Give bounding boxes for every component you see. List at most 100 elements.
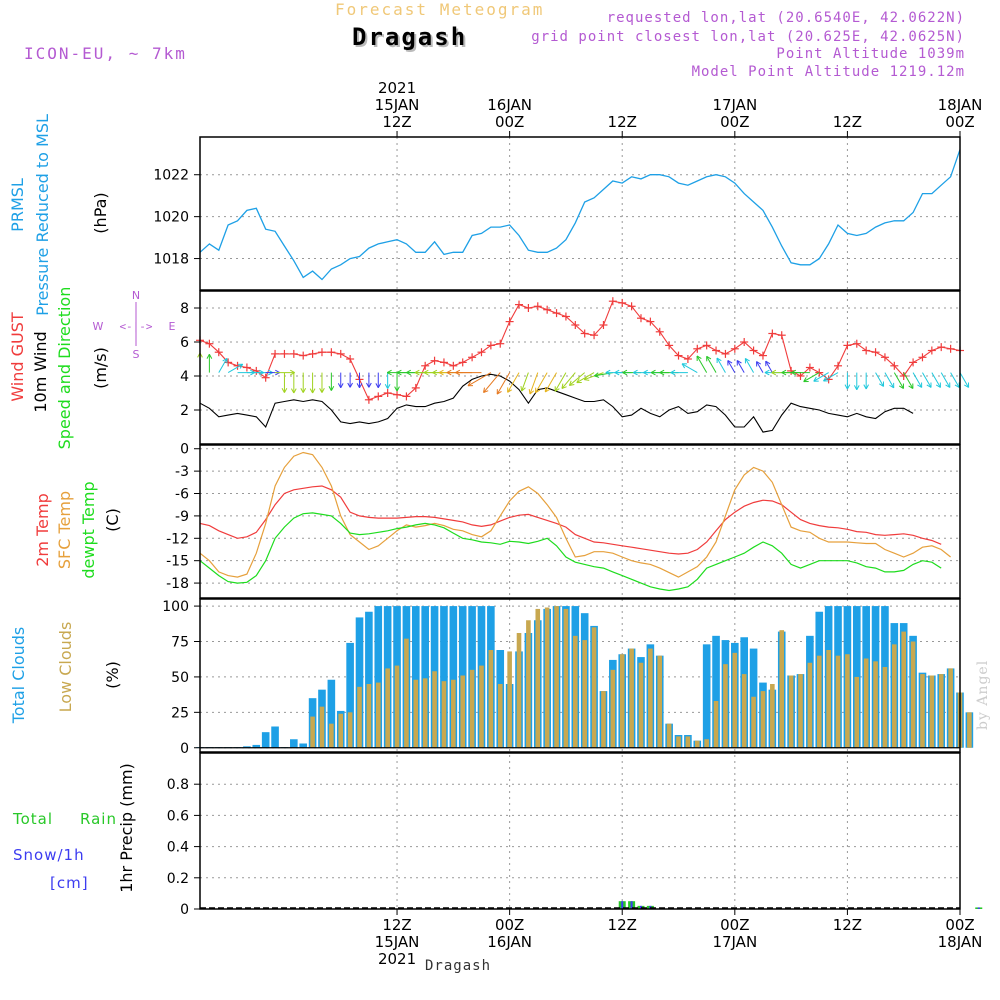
low-clouds-bar	[704, 739, 709, 748]
temp-line-2m-temp	[199, 485, 942, 555]
wind-gust-marker	[242, 363, 251, 372]
precip-snow-legend: Snow/1h	[13, 846, 85, 864]
wind-direction-arrow	[535, 372, 548, 394]
wind-ytick-label: 2	[180, 403, 189, 419]
low-clouds-bar	[591, 627, 597, 748]
temperature-ytick-label: -18	[166, 576, 189, 592]
low-clouds-bar	[366, 684, 372, 748]
clouds-ytick-label: 75	[171, 635, 189, 651]
wind-gust-marker	[374, 392, 383, 401]
wind-direction-arrow	[347, 372, 353, 388]
low-clouds-bar	[582, 640, 587, 748]
precip-ytick-label: 0.2	[167, 871, 189, 887]
wind-gust-label: Wind GUST	[8, 312, 27, 402]
wind-gust-marker	[646, 317, 655, 326]
wind-direction-arrow	[583, 372, 604, 381]
precip-frame	[199, 752, 961, 910]
wind-gust-marker	[468, 353, 477, 362]
bottom-time-label: 15JAN	[375, 933, 420, 951]
top-time-label: 00Z	[945, 113, 974, 131]
wind-gust-marker	[364, 395, 373, 404]
low-clouds-bar	[544, 607, 550, 748]
wind-gust-marker	[683, 355, 692, 363]
wind-gust-marker	[289, 349, 298, 358]
low-clouds-bar	[685, 736, 691, 748]
wind-direction-arrow	[544, 372, 557, 393]
wind-direction-arrow	[227, 363, 244, 374]
wind-gust-marker	[946, 344, 955, 353]
wind-gust-marker	[880, 353, 889, 362]
wind-gust-marker	[308, 349, 317, 358]
total-clouds-label: Total Clouds	[9, 627, 28, 725]
low-clouds-label: Low Clouds	[56, 622, 75, 713]
wind-gust-marker	[505, 317, 514, 326]
low-clouds-bar	[338, 713, 344, 748]
wind-gust-marker	[843, 341, 852, 350]
wind-direction-arrow	[912, 372, 923, 388]
wind-direction-arrow	[959, 372, 970, 388]
precip-ytick-label: 0.8	[167, 777, 189, 793]
low-clouds-bar	[732, 652, 738, 748]
pressure-frame	[199, 136, 961, 291]
wind-gust-marker	[439, 358, 448, 367]
wind-direction-arrow	[218, 357, 228, 373]
temp-sfc-label: SFC Temp	[55, 491, 74, 569]
clouds-ytick-label: 50	[171, 670, 189, 686]
clouds-ytick-label: 0	[180, 741, 189, 757]
wind-unit-label: (m/s)	[91, 347, 110, 389]
wind-direction-arrow	[528, 372, 539, 395]
wind-direction-arrow	[319, 372, 325, 393]
wind-direction-arrow	[791, 369, 810, 376]
low-clouds-bar	[460, 675, 466, 748]
wind-gust-marker	[618, 298, 627, 307]
wind-gust-marker	[486, 341, 495, 350]
wind-gust-marker	[834, 361, 843, 370]
wind-ytick-label: 8	[180, 301, 189, 317]
wind-gust-marker	[421, 361, 430, 370]
low-clouds-bar	[892, 644, 897, 748]
low-clouds-bar	[901, 631, 907, 748]
temperature-ytick-label: -6	[175, 487, 189, 503]
low-clouds-bar	[788, 675, 794, 748]
temperature-ytick-label: 0	[180, 442, 189, 458]
label-layer: 1018 1020 1022 2 4 6 8 0 -3 -6 -9 -12 -15 -18 0 25 50 75 1…	[8, 79, 982, 968]
wind-direction-arrow	[366, 372, 372, 388]
wind-direction-arrow	[568, 372, 586, 386]
top-time-label: 2021	[378, 79, 416, 97]
wind-gust-marker	[205, 339, 214, 348]
wind-gust-marker	[402, 392, 411, 401]
temperature-ytick-label: -15	[166, 554, 189, 570]
temp-unit-label: (C)	[103, 508, 122, 532]
wind-gust-marker	[599, 321, 608, 329]
wind-direction-arrow	[561, 372, 576, 389]
wind-gust-marker	[665, 341, 674, 350]
wind-direction-arrow	[455, 369, 482, 376]
wind-gust-marker	[214, 348, 223, 357]
clouds-ytick-label: 100	[162, 599, 189, 615]
wind-direction-arrow	[931, 372, 941, 388]
low-clouds-bar	[835, 655, 841, 748]
low-clouds-bar	[357, 686, 362, 748]
wind-gust-marker	[805, 363, 814, 372]
low-clouds-bar	[854, 676, 860, 748]
wind-gust-marker	[543, 305, 552, 314]
total-clouds-bar	[421, 606, 429, 748]
wind-gust-marker	[524, 304, 533, 312]
wind-gust-marker	[740, 338, 749, 346]
wind-direction-arrow	[594, 372, 613, 378]
bottom-time-label: 00Z	[495, 916, 524, 934]
low-clouds-bar	[385, 668, 390, 748]
total-clouds-bar	[449, 606, 458, 748]
low-clouds-bar	[760, 691, 766, 748]
low-clouds-bar	[432, 671, 437, 748]
model-name: ICON-EU, ~ 7km	[24, 44, 187, 63]
low-clouds-bar	[694, 740, 700, 748]
wind-gust-marker	[496, 339, 505, 348]
wind-direction-arrow	[893, 372, 905, 389]
total-clouds-bar	[271, 726, 279, 748]
low-clouds-bar	[507, 651, 512, 748]
temperature-ytick-label: -9	[175, 509, 189, 525]
temperature-ytick-label: -12	[166, 531, 189, 547]
low-clouds-bar	[441, 681, 447, 748]
wind-direction-arrow	[309, 372, 316, 394]
